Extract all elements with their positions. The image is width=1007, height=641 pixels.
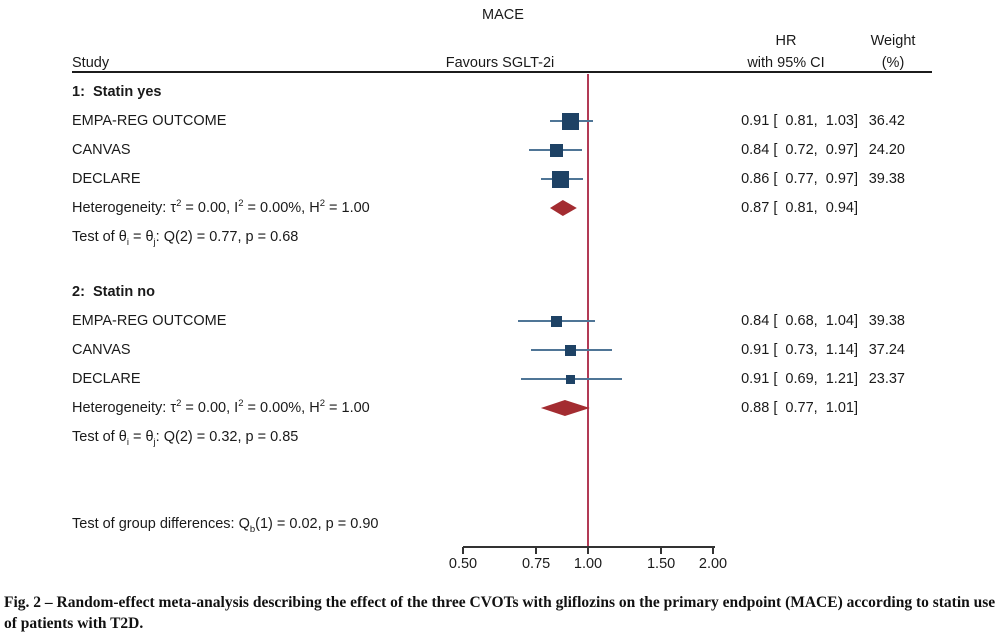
weight-value: 39.38 — [868, 171, 905, 187]
effect-square — [566, 374, 576, 384]
hr-value: 0.91 [ 0.69, 1.21] — [741, 371, 858, 387]
study-label: CANVAS — [72, 342, 131, 358]
weight-value: 39.38 — [868, 313, 905, 329]
homogeneity-test-label: Test of θi = θj: Q(2) = 0.77, p = 0.68 — [72, 229, 299, 248]
axis-tick — [535, 547, 538, 554]
study-label: EMPA-REG OUTCOME — [72, 313, 227, 329]
column-header-weight-pct: (%) — [881, 55, 905, 71]
weight-value: 23.37 — [868, 371, 905, 387]
group-difference-label: Test of group differences: Qb(1) = 0.02,… — [72, 516, 379, 535]
heterogeneity-label: Heterogeneity: τ2 = 0.00, I2 = 0.00%, H2… — [72, 398, 370, 416]
study-label: EMPA-REG OUTCOME — [72, 113, 227, 129]
weight-value: 36.42 — [868, 113, 905, 129]
hr-value: 0.88 [ 0.77, 1.01] — [741, 400, 858, 416]
hr-value: 0.86 [ 0.77, 0.97] — [741, 171, 858, 187]
effect-square — [551, 315, 563, 327]
study-label: DECLARE — [72, 371, 141, 387]
axis-tick — [660, 547, 663, 554]
effect-square — [565, 344, 577, 356]
column-header-hr: HR — [775, 33, 797, 49]
study-label: DECLARE — [72, 171, 141, 187]
axis-line — [463, 546, 715, 548]
column-header-study: Study — [72, 55, 110, 71]
homogeneity-test-label: Test of θi = θj: Q(2) = 0.32, p = 0.85 — [72, 429, 299, 448]
column-header-weight: Weight — [870, 33, 916, 49]
study-label: CANVAS — [72, 142, 131, 158]
hr-value: 0.91 [ 0.81, 1.03] — [741, 113, 858, 129]
axis-tick-label: 0.50 — [448, 556, 478, 572]
chart-title: MACE — [482, 7, 524, 23]
axis-tick — [712, 547, 714, 554]
effect-square — [552, 170, 570, 188]
group-heading: 2: Statin no — [72, 284, 155, 300]
axis-tick-label: 1.50 — [646, 556, 676, 572]
axis-tick-label: 1.00 — [573, 556, 603, 572]
hr-value: 0.91 [ 0.73, 1.14] — [741, 342, 858, 358]
group-heading: 1: Statin yes — [72, 84, 162, 100]
reference-line — [587, 74, 589, 546]
axis-tick — [462, 547, 464, 554]
weight-value: 37.24 — [868, 342, 905, 358]
axis-tick — [587, 547, 589, 554]
hr-value: 0.84 [ 0.72, 0.97] — [741, 142, 858, 158]
heterogeneity-label: Heterogeneity: τ2 = 0.00, I2 = 0.00%, H2… — [72, 198, 370, 216]
figure-caption: Fig. 2 – Random-effect meta-analysis des… — [4, 594, 996, 632]
column-header-favours: Favours SGLT-2i — [445, 55, 555, 71]
effect-square — [550, 143, 564, 157]
weight-value: 24.20 — [868, 142, 905, 158]
hr-value: 0.87 [ 0.81, 0.94] — [741, 200, 858, 216]
axis-tick-label: 2.00 — [698, 556, 728, 572]
effect-square — [562, 112, 580, 130]
column-header-hr-ci: with 95% CI — [747, 55, 825, 71]
header-rule — [72, 71, 932, 73]
axis-tick-label: 0.75 — [521, 556, 551, 572]
hr-value: 0.84 [ 0.68, 1.04] — [741, 313, 858, 329]
